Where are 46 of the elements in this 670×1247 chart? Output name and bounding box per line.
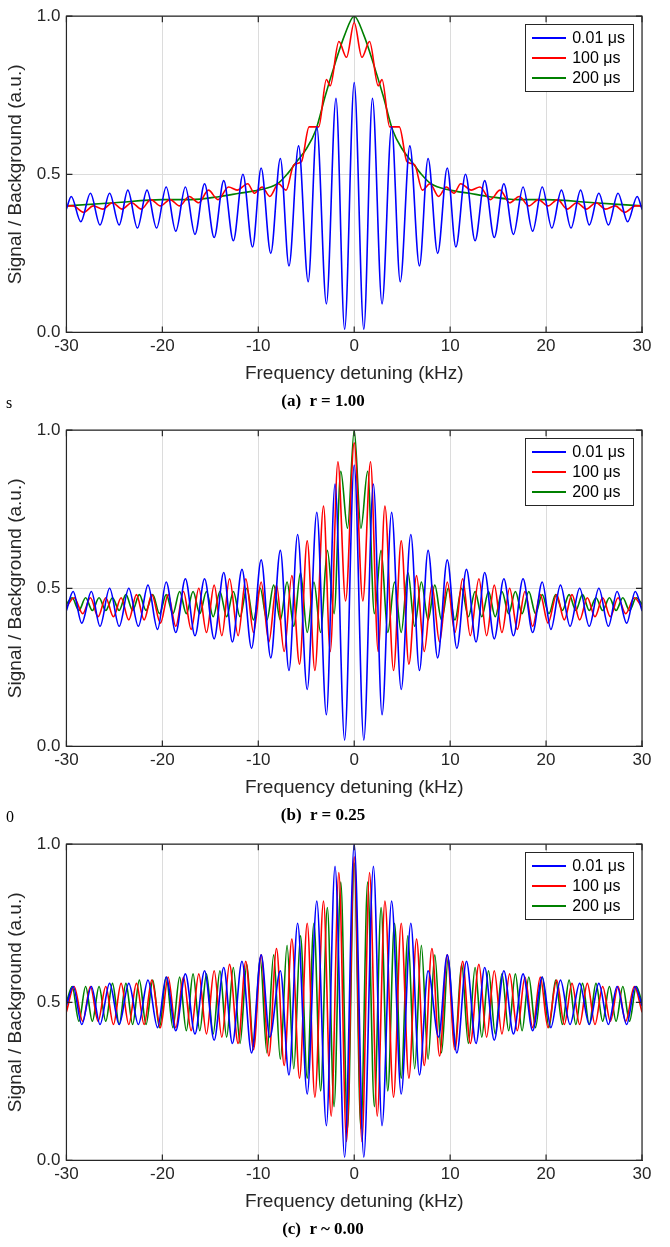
legend-label: 100 μs	[572, 876, 621, 897]
text: (b) r = 0.25	[280, 805, 366, 825]
text: (c) r ~ 0.00	[282, 1219, 364, 1239]
x-tick-label: 0	[349, 1164, 359, 1184]
y-tick-label: 0.5	[36, 991, 61, 1011]
x-tick-label: 30	[632, 750, 652, 770]
y-tick-label: 1.0	[36, 833, 61, 853]
text: 0	[6, 807, 14, 825]
y-axis-title: Signal / Background (a.u.)	[3, 478, 25, 699]
text: (a) r = 1.00	[281, 391, 365, 411]
x-tick-label: -10	[246, 1164, 271, 1184]
x-tick-label: -20	[150, 336, 175, 356]
x-tick-label: 20	[536, 750, 556, 770]
x-tick-label: -10	[246, 336, 271, 356]
line-series	[66, 442, 642, 672]
y-tick-label: 1.0	[36, 5, 61, 25]
x-tick-label: -20	[150, 1164, 175, 1184]
y-axis-title: Signal / Background (a.u.)	[3, 64, 25, 285]
legend-label: 200 μs	[572, 68, 621, 89]
x-tick-label: -20	[150, 750, 175, 770]
legend-label: 0.01 μs	[572, 442, 625, 463]
y-tick-label: 0.5	[36, 163, 61, 183]
y-tick-label: 1.0	[36, 419, 61, 439]
legend-label: 0.01 μs	[572, 856, 625, 877]
x-tick-label: 10	[440, 750, 460, 770]
x-tick-label: 0	[349, 336, 359, 356]
legend-label: 200 μs	[572, 482, 621, 503]
x-tick-label: 20	[536, 1164, 556, 1184]
x-tick-label: 30	[632, 336, 652, 356]
x-axis-title: Frequency detuning (kHz)	[244, 362, 464, 384]
x-tick-label: 10	[440, 336, 460, 356]
x-tick-label: -10	[246, 750, 271, 770]
legend-label: 100 μs	[572, 48, 621, 69]
line-series	[66, 464, 642, 741]
y-axis-title: Signal / Background (a.u.)	[3, 892, 25, 1113]
y-tick-label: 0.5	[36, 577, 61, 597]
legend-label: 200 μs	[572, 896, 621, 917]
legend-label: 100 μs	[572, 462, 621, 483]
legend-label: 0.01 μs	[572, 28, 625, 49]
x-tick-label: 20	[536, 336, 556, 356]
x-tick-label: 30	[632, 1164, 652, 1184]
x-axis-title: Frequency detuning (kHz)	[244, 776, 464, 798]
x-tick-label: 0	[349, 750, 359, 770]
x-axis-title: Frequency detuning (kHz)	[244, 1190, 464, 1212]
text: s	[6, 393, 13, 411]
x-tick-label: 10	[440, 1164, 460, 1184]
